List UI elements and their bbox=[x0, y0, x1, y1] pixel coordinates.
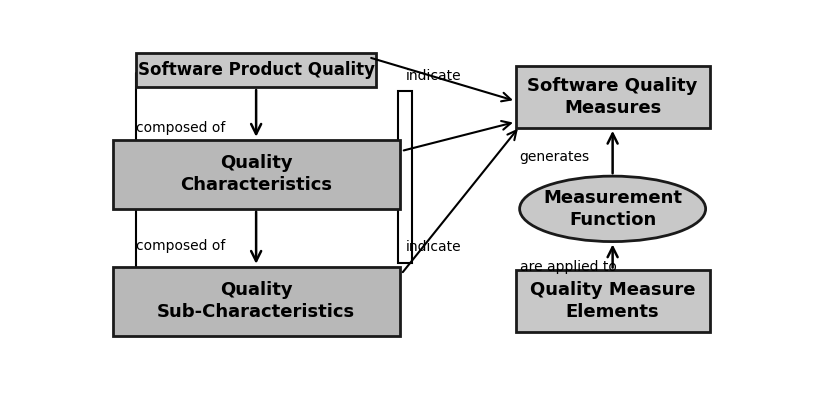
Text: Software Quality
Measures: Software Quality Measures bbox=[528, 77, 698, 117]
FancyBboxPatch shape bbox=[113, 266, 400, 336]
FancyBboxPatch shape bbox=[516, 66, 710, 128]
FancyBboxPatch shape bbox=[516, 270, 710, 332]
Text: generates: generates bbox=[520, 149, 590, 163]
Ellipse shape bbox=[520, 176, 706, 242]
Text: Quality
Characteristics: Quality Characteristics bbox=[180, 154, 332, 194]
Text: composed of: composed of bbox=[136, 239, 225, 253]
Text: Measurement
Function: Measurement Function bbox=[543, 189, 682, 229]
FancyBboxPatch shape bbox=[113, 140, 400, 209]
Text: indicate: indicate bbox=[406, 241, 461, 254]
Text: composed of: composed of bbox=[136, 121, 225, 135]
Text: are applied to: are applied to bbox=[520, 260, 617, 274]
FancyBboxPatch shape bbox=[136, 53, 376, 87]
Text: Quality
Sub-Characteristics: Quality Sub-Characteristics bbox=[157, 281, 355, 321]
Text: indicate: indicate bbox=[406, 70, 461, 83]
FancyBboxPatch shape bbox=[398, 91, 412, 263]
Text: Quality Measure
Elements: Quality Measure Elements bbox=[530, 281, 696, 321]
Text: Software Product Quality: Software Product Quality bbox=[138, 61, 375, 79]
